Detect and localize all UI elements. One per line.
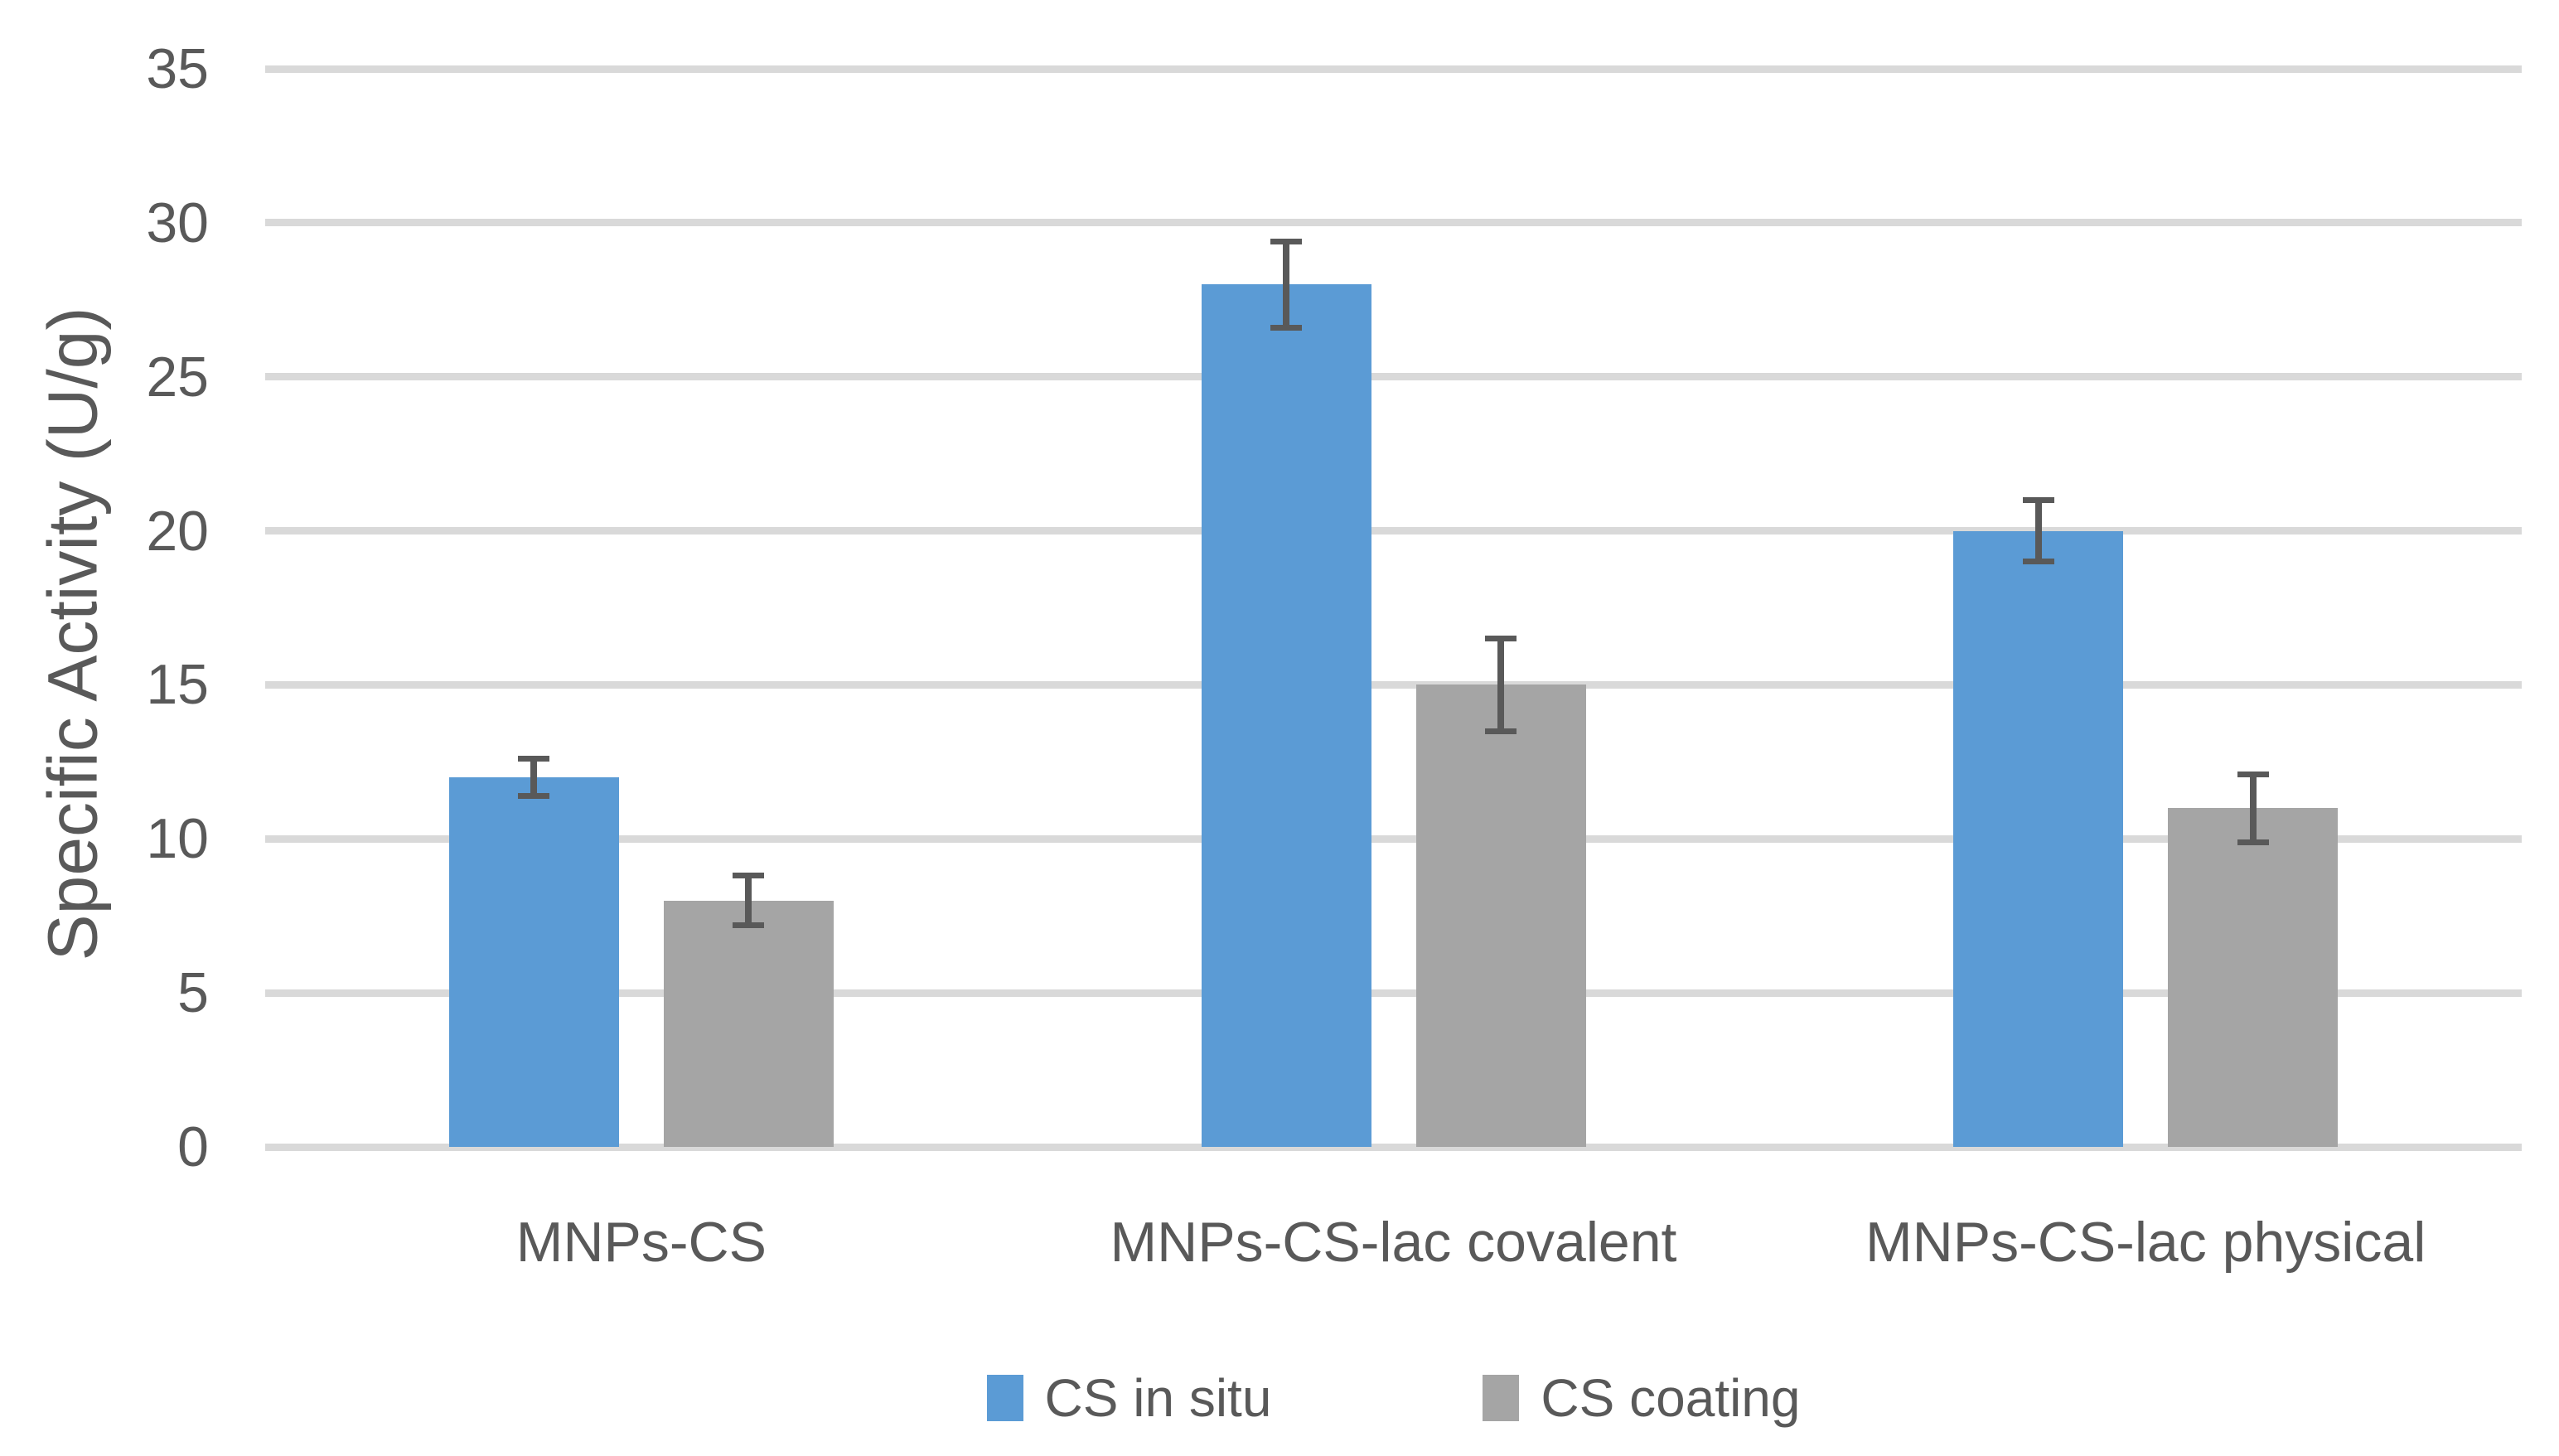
y-tick-label-35: 35 — [146, 37, 209, 100]
error-bar-line — [2249, 774, 2257, 842]
gridline-15 — [265, 680, 2522, 689]
error-bar-cap-top — [2022, 496, 2054, 503]
bar-cs-in-situ — [1953, 530, 2124, 1147]
gridline-5 — [265, 989, 2522, 997]
gridline-10 — [265, 834, 2522, 843]
x-category-label: MNPs-CS — [515, 1211, 767, 1274]
x-category-label: MNPs-CS-lac covalent — [1110, 1211, 1677, 1274]
bar-cs-in-situ — [1201, 284, 1371, 1147]
legend-label: CS in situ — [1044, 1368, 1272, 1428]
legend-swatch-cs-in-situ — [986, 1375, 1023, 1421]
bar-cs-in-situ — [448, 776, 619, 1147]
y-tick-label-15: 15 — [146, 653, 209, 717]
error-bar-cap-bottom — [2022, 559, 2054, 565]
error-bar-cap-top — [1270, 238, 1302, 244]
error-bar-cap-bottom — [733, 921, 765, 928]
error-bar-line — [1283, 241, 1289, 328]
legend-label: CS coating — [1541, 1368, 1801, 1428]
y-tick-label-10: 10 — [146, 807, 209, 871]
error-bar-cap-bottom — [1485, 728, 1517, 734]
error-bar-cap-top — [518, 756, 550, 762]
error-bar-cap-bottom — [518, 792, 550, 799]
bar-cs-coating — [1415, 684, 1586, 1147]
error-bar-cap-bottom — [2237, 839, 2269, 845]
gridline-20 — [265, 527, 2522, 535]
error-bar-cap-top — [1485, 636, 1517, 642]
bar-cs-coating — [2168, 808, 2339, 1147]
y-tick-label-0: 0 — [177, 1115, 209, 1178]
error-bar-cap-top — [2237, 771, 2269, 777]
error-bar-line — [745, 875, 752, 926]
error-bar-cap-top — [733, 873, 765, 879]
legend: CS in situ CS coating — [265, 1367, 2522, 1429]
bar-cs-coating — [663, 900, 834, 1147]
y-tick-label-5: 5 — [177, 961, 209, 1025]
gridline-25 — [265, 373, 2522, 381]
x-category-label: MNPs-CS-lac physical — [1865, 1211, 2426, 1274]
legend-entry: CS coating — [1483, 1367, 1800, 1429]
y-tick-label-30: 30 — [146, 191, 209, 254]
error-bar-cap-bottom — [1270, 324, 1302, 331]
error-bar-line — [2034, 500, 2042, 562]
gridline-35 — [265, 65, 2522, 73]
gridline-30 — [265, 219, 2522, 227]
error-bar-line — [530, 758, 538, 796]
y-tick-label-20: 20 — [146, 499, 209, 563]
y-tick-label-25: 25 — [146, 345, 209, 409]
legend-swatch-cs-coating — [1483, 1375, 1520, 1421]
gridline-0 — [265, 1143, 2522, 1151]
legend-entry: CS in situ — [986, 1367, 1272, 1429]
error-bar-line — [1497, 638, 1504, 732]
